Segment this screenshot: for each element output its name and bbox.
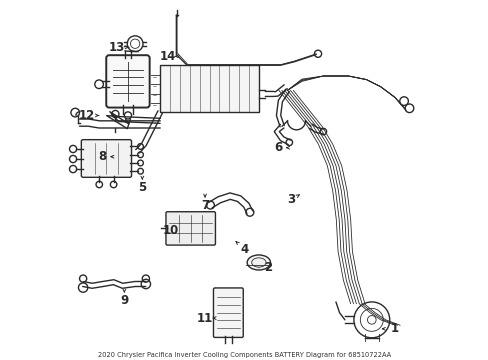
Text: 7: 7 [201, 199, 209, 212]
Text: 2: 2 [263, 261, 271, 274]
Text: 13: 13 [109, 41, 125, 54]
Text: 3: 3 [286, 193, 295, 206]
Text: 4: 4 [240, 243, 248, 256]
Text: 11: 11 [197, 311, 213, 325]
Text: 1: 1 [390, 322, 398, 335]
Text: 2020 Chrysler Pacifica Inverter Cooling Components BATTERY Diagram for 68510722A: 2020 Chrysler Pacifica Inverter Cooling … [98, 352, 390, 358]
Text: 6: 6 [274, 141, 282, 154]
Ellipse shape [247, 255, 270, 270]
FancyBboxPatch shape [106, 55, 149, 108]
Text: 12: 12 [79, 109, 95, 122]
Text: 9: 9 [120, 294, 128, 307]
Text: 5: 5 [138, 181, 146, 194]
Ellipse shape [251, 258, 265, 267]
FancyBboxPatch shape [165, 212, 215, 245]
FancyBboxPatch shape [81, 140, 131, 177]
Bar [160, 65, 258, 112]
FancyBboxPatch shape [213, 288, 243, 337]
Text: 14: 14 [159, 50, 175, 63]
Text: 8: 8 [99, 150, 107, 163]
Text: 10: 10 [163, 224, 179, 237]
